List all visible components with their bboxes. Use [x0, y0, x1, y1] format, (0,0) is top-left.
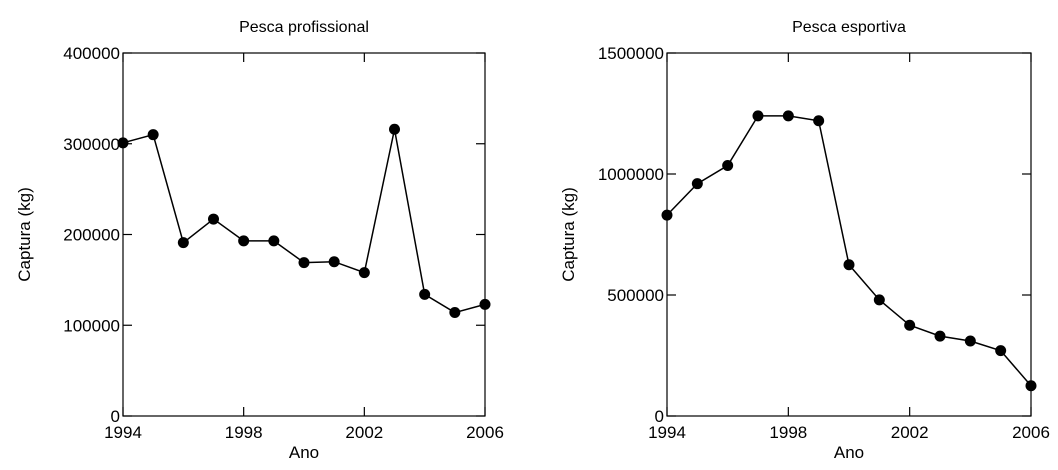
data-point [479, 298, 491, 310]
data-point [934, 330, 946, 342]
data-point [964, 335, 976, 347]
x-tick-label: 1994 [104, 423, 142, 442]
y-tick-label: 300000 [63, 135, 120, 154]
y-tick-label: 400000 [63, 44, 120, 63]
y-tick-label: 0 [111, 407, 120, 426]
data-point [449, 307, 461, 319]
plot-frame [122, 52, 486, 417]
data-point [298, 257, 310, 269]
x-tick-label: 1998 [769, 423, 807, 442]
series-line [122, 129, 486, 314]
y-axis-label: Captura (kg) [559, 187, 578, 281]
panel-pesca-profissional: Pesca profissional 0 100000 200000 300000 400… [15, 19, 504, 462]
data-point [358, 267, 370, 279]
x-tick-label: 2002 [345, 423, 383, 442]
data-point [873, 294, 885, 306]
x-tick-label: 1998 [225, 423, 263, 442]
data-point [238, 235, 250, 247]
x-tick-label: 2002 [891, 423, 929, 442]
data-point [782, 110, 794, 122]
data-point [691, 178, 703, 190]
data-point [995, 345, 1007, 357]
y-tick-label: 200000 [63, 226, 120, 245]
plot-frame [666, 52, 1032, 417]
data-point [752, 110, 764, 122]
chart-title: Pesca profissional [239, 19, 369, 36]
data-point [1025, 380, 1037, 392]
y-axis-label: Captura (kg) [15, 187, 34, 281]
y-tick-label: 0 [655, 407, 664, 426]
y-tick-label: 500000 [607, 286, 664, 305]
panel-pesca-esportiva: Pesca esportiva 0 500000 1000000 1500000 1994… [559, 19, 1050, 462]
data-point [813, 115, 825, 127]
data-point [208, 213, 219, 225]
y-tick-label: 1000000 [598, 165, 664, 184]
data-point [147, 129, 159, 141]
y-tick-label: 100000 [63, 316, 120, 335]
x-axis-label: Ano [289, 443, 319, 462]
data-point [722, 160, 734, 172]
series-line [666, 115, 1032, 387]
y-tick-label: 1500000 [598, 44, 664, 63]
data-point [419, 288, 431, 300]
data-point [328, 256, 340, 268]
data-point [268, 235, 280, 247]
data-point [661, 209, 673, 221]
x-tick-label: 2006 [1012, 423, 1050, 442]
x-tick-label: 1994 [648, 423, 686, 442]
data-point [843, 259, 855, 271]
data-point [904, 319, 916, 331]
data-point [389, 123, 400, 135]
x-tick-label: 2006 [466, 423, 504, 442]
x-axis-label: Ano [834, 443, 864, 462]
data-point [117, 137, 129, 149]
data-point [177, 237, 189, 249]
chart-title: Pesca esportiva [792, 19, 906, 36]
